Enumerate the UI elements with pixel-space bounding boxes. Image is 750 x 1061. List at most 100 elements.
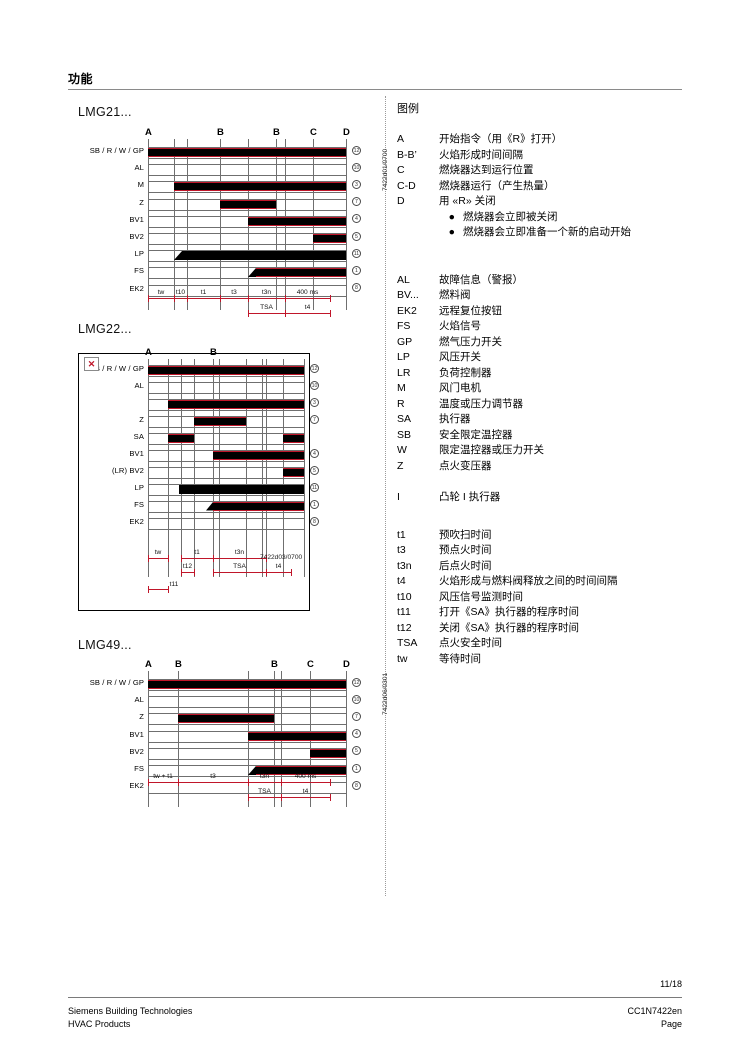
row-signal-number: 5 — [352, 746, 361, 756]
grid-hline — [148, 707, 346, 709]
row-signal-number: 7 — [310, 414, 319, 424]
diagram-code: 7422d01/0700 — [382, 148, 389, 191]
time-tick — [330, 295, 331, 302]
grid-hline — [148, 233, 346, 234]
time-label: t12 — [182, 563, 193, 570]
row-label: SB / R / W / GP — [89, 146, 144, 155]
time-key: t10 — [397, 590, 412, 603]
grid-hline — [148, 375, 304, 377]
abbrev-row: W 限定温控器或压力开关 — [397, 443, 687, 459]
legend-desc: 燃烧器达到运行位置 — [439, 164, 534, 176]
grid-vline — [194, 359, 195, 577]
grid-hline — [148, 494, 304, 496]
time-tick — [174, 295, 175, 302]
time-label: tw — [157, 289, 165, 296]
abbrev-desc: 燃料阀 — [439, 289, 471, 301]
time-axis-line — [213, 572, 266, 573]
grid-vline — [213, 359, 214, 577]
time-axis-line — [187, 298, 220, 299]
grid-hline — [148, 244, 346, 245]
time-axis-line — [266, 572, 291, 573]
abbrev-key: SB — [397, 428, 412, 441]
legend-column: 图例 A 开始指令（用《R》打开） B-B’ 火焰形成时间间隔 C 燃烧器达到运行位置… — [397, 100, 687, 667]
abbrev-row: SB 安全限定温控器 — [397, 428, 687, 444]
abbrev-key: LR — [397, 366, 411, 379]
page-number: 11/18 — [660, 979, 682, 989]
signal-ramp — [206, 502, 213, 511]
grid-hline — [148, 758, 346, 760]
time-axis-line — [178, 782, 248, 783]
time-row: t1 预吹扫时间 — [397, 528, 687, 544]
column-divider — [385, 96, 386, 896]
axis-left — [148, 139, 149, 310]
abbrev-row: EK2 远程复位按钮 — [397, 304, 687, 320]
row-label: Z — [139, 712, 144, 722]
time-tick — [330, 310, 331, 317]
legend-desc: 用 «R» 关闭 — [439, 195, 496, 207]
legend-row: C-D 燃烧器运行（产生热量） — [397, 179, 687, 195]
abbrev-row: M 风门电机 — [397, 381, 687, 397]
time-tick — [148, 295, 149, 302]
grid-hline — [148, 690, 346, 691]
legend-row: A 开始指令（用《R》打开） — [397, 132, 687, 148]
abbrev-key: BV... — [397, 289, 419, 301]
time-label: t3n — [261, 289, 272, 296]
time-axis-line — [148, 298, 174, 299]
row-label: LP — [134, 249, 144, 259]
abbrev-row: SA 执行器 — [397, 412, 687, 428]
grid-hline — [148, 215, 346, 217]
grid-hline — [148, 267, 346, 269]
footer-division: HVAC Products — [68, 1019, 131, 1029]
signal-bar — [283, 468, 304, 477]
legend-key: B-B’ — [397, 148, 417, 161]
row-signal-number: 4 — [352, 729, 361, 739]
abbrev-row: R 温度或压力调节器 — [397, 397, 687, 413]
grid-hline — [148, 467, 304, 468]
row-label: AL — [134, 381, 144, 390]
grid-hline — [148, 793, 346, 795]
time-desc: 后点火时间 — [439, 559, 492, 572]
legend-key: C-D — [397, 179, 416, 192]
row-label: Z — [139, 197, 144, 207]
grid-hline — [148, 261, 346, 263]
time-tick — [181, 555, 182, 562]
time-label: t4 — [275, 563, 282, 570]
abbrev-key: FS — [397, 320, 411, 332]
time-desc: 等待时间 — [439, 652, 481, 665]
grid-hline — [148, 765, 346, 766]
row-signal-number: 5 — [310, 465, 319, 475]
abbrev-desc: 执行器 — [439, 413, 471, 425]
time-row: t3 预点火时间 — [397, 543, 687, 559]
abbrev-key: R — [397, 397, 405, 410]
time-tick — [281, 794, 282, 801]
time-tick — [285, 295, 286, 302]
row-label: Z — [139, 415, 144, 424]
phase-label: D — [343, 659, 350, 670]
grid-hline — [148, 713, 346, 715]
time-key: t11 — [397, 606, 411, 618]
grid-hline — [148, 730, 346, 732]
row-label: AL — [134, 695, 144, 705]
grid-hline — [148, 382, 304, 383]
time-row: t12 关闭《SA》执行器的程序时间 — [397, 621, 687, 637]
time-key: t4 — [397, 575, 406, 587]
row-label: FS — [134, 500, 144, 509]
phase-label: D — [343, 127, 350, 138]
time-tick — [213, 555, 214, 562]
signal-bar — [213, 451, 304, 460]
grid-hline — [148, 426, 304, 428]
time-label: t11 — [169, 581, 179, 588]
legend-key: A — [397, 133, 405, 145]
legend-heading: 图例 — [397, 103, 419, 115]
abbrev-desc: 点火变压器 — [439, 459, 492, 472]
row-label: SA — [133, 432, 144, 441]
phase-label: A — [145, 127, 152, 138]
time-row: tw 等待时间 — [397, 652, 687, 668]
row-signal-number: 11 — [352, 248, 361, 258]
row-signal-number: 12 — [352, 145, 361, 155]
legend-bullet-list: ● 燃烧器会立即被关闭 ● 燃烧器会立即准备一个新的启动开始 — [397, 210, 687, 241]
abbrev-row: Z 点火变压器 — [397, 459, 687, 475]
abbrev-row: FS 火焰信号 — [397, 319, 687, 335]
footer-rule — [68, 997, 682, 998]
